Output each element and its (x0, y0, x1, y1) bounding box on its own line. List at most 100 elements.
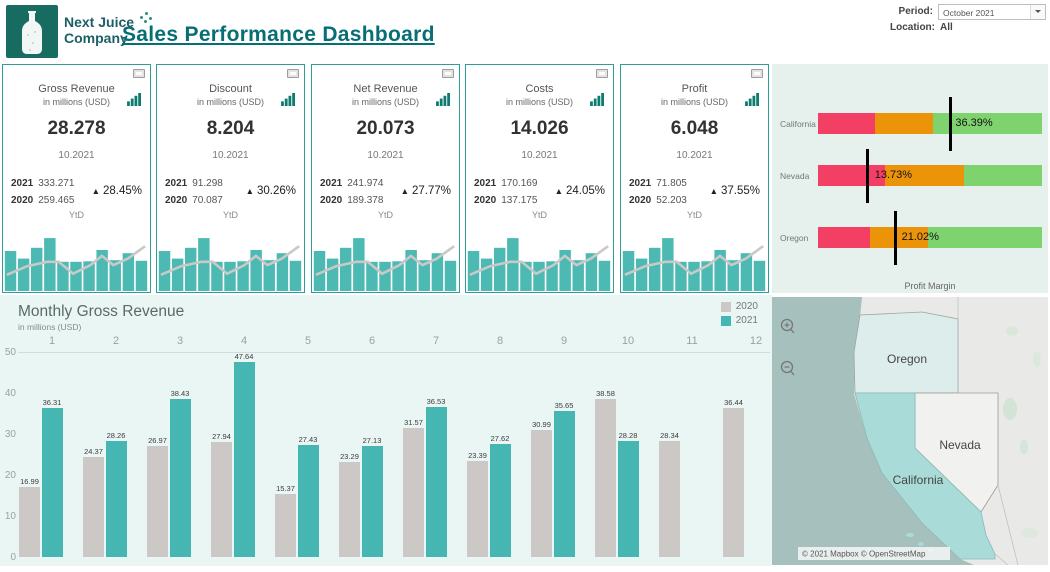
expand-icon[interactable] (751, 69, 763, 78)
kpi-value: 8.204 (206, 118, 255, 139)
map-zoom-out-button[interactable] (780, 360, 795, 376)
bullet-segment-orange[interactable] (869, 227, 928, 248)
bullet-reference-line (893, 211, 897, 265)
month-axis-label: 12 (749, 335, 763, 347)
bar-value-label: 35.65 (554, 400, 574, 410)
bullet-segment-pink[interactable] (818, 227, 870, 248)
bar-2021-month-4[interactable] (233, 361, 255, 557)
y-axis-tick-label: 50 (4, 347, 16, 358)
bar-2020-month-9[interactable] (531, 429, 552, 557)
kpi-delta: ▲ 37.55% (709, 185, 760, 197)
month-axis-label: 6 (368, 335, 376, 347)
bar-2021-month-7[interactable] (425, 407, 447, 557)
bullet-segment-green[interactable] (933, 113, 1042, 134)
profit-margin-bullet-chart: California 36.39% Nevada 13.73% Oregon 21.02%… (772, 64, 1048, 293)
expand-icon[interactable] (442, 69, 454, 78)
bullet-reference-line (948, 97, 952, 151)
bar-2020-month-4[interactable] (211, 442, 232, 557)
kpi-sparkline[interactable] (4, 237, 148, 291)
bullet-bar-california[interactable] (818, 113, 1042, 134)
legend-swatch-2021 (720, 315, 731, 326)
bullet-bar-oregon[interactable] (818, 227, 1042, 248)
kpi-ytd-rows: 2021 333.271 2020 259.465 (11, 178, 75, 206)
bar-2020-month-2[interactable] (83, 457, 104, 557)
kpi-sparkline[interactable] (158, 237, 302, 291)
month-axis-label: 10 (621, 335, 635, 347)
y-axis-tick-label: 0 (10, 552, 16, 563)
bar-2020-month-6[interactable] (339, 461, 360, 557)
expand-icon[interactable] (287, 69, 299, 78)
bullet-segment-pink[interactable] (818, 113, 876, 134)
bar-value-label: 27.43 (298, 434, 318, 444)
legend-item-2021[interactable]: 2021 (720, 315, 758, 326)
bar-2020-month-5[interactable] (275, 493, 296, 557)
bar-2020-month-12[interactable] (723, 407, 744, 557)
kpi-sparkline[interactable] (313, 237, 457, 291)
map-zoom-in-button[interactable] (780, 318, 795, 334)
kpi-value: 6.048 (670, 118, 719, 139)
bullet-segment-green[interactable] (927, 227, 1042, 248)
location-value: All (940, 22, 953, 33)
kpi-sparkline[interactable] (622, 237, 766, 291)
kpi-date: 10.2021 (521, 150, 558, 161)
kpi-ytd-rows: 2021 170.169 2020 137.175 (474, 178, 538, 206)
bar-chart-icon (436, 93, 450, 106)
bullet-bar-nevada[interactable] (818, 165, 1042, 186)
ytd-label: YtD (377, 210, 393, 220)
kpi-delta: ▲ 27.77% (400, 185, 451, 197)
legend-item-2020[interactable]: 2020 (720, 301, 758, 312)
kpi-value: 28.278 (47, 118, 106, 139)
monthly-chart-title: Monthly Gross Revenue (18, 303, 185, 320)
expand-icon[interactable] (596, 69, 608, 78)
bar-value-label: 36.53 (426, 397, 446, 407)
dropdown-arrow-icon[interactable] (1030, 5, 1045, 19)
bar-2021-month-8[interactable] (489, 443, 511, 557)
bar-value-label: 15.37 (276, 483, 295, 493)
increase-arrow-icon: ▲ (245, 186, 254, 196)
bar-value-label: 24.37 (84, 447, 103, 457)
bar-2021-month-2[interactable] (105, 441, 127, 557)
bar-2020-month-8[interactable] (467, 461, 488, 557)
bar-value-label: 26.97 (148, 436, 167, 446)
ytd-label: YtD (68, 210, 84, 220)
y-axis-tick-label: 10 (4, 511, 16, 522)
period-dropdown[interactable]: October 2021 (938, 4, 1046, 20)
bar-2021-month-5[interactable] (297, 444, 319, 557)
bar-value-label: 38.43 (170, 389, 190, 399)
map-attribution: © 2021 Mapbox © OpenStreetMap (802, 550, 926, 559)
increase-arrow-icon: ▲ (400, 186, 409, 196)
map-label-oregon: Oregon (887, 352, 927, 366)
bullet-segment-green[interactable] (963, 165, 1042, 186)
bar-2021-month-6[interactable] (361, 445, 383, 557)
map-state-california[interactable] (854, 392, 996, 560)
bar-2020-month-10[interactable] (595, 398, 616, 557)
bar-value-label: 31.57 (404, 417, 423, 427)
bar-value-label: 38.58 (596, 388, 615, 398)
bar-2020-month-11[interactable] (659, 440, 680, 557)
bar-2020-month-1[interactable] (19, 487, 40, 557)
bar-value-label: 47.64 (234, 351, 254, 361)
month-axis-label: 3 (176, 335, 184, 347)
bar-value-label: 23.29 (340, 451, 359, 461)
bullet-segment-orange[interactable] (885, 165, 964, 186)
bar-2020-month-7[interactable] (403, 427, 424, 557)
expand-icon[interactable] (133, 69, 145, 78)
kpi-ytd-rows: 2021 71.805 2020 52.203 (629, 178, 687, 206)
bar-value-label: 30.99 (532, 419, 551, 429)
kpi-sparkline[interactable] (467, 237, 611, 291)
bullet-segment-orange[interactable] (875, 113, 934, 134)
kpi-delta: ▲ 24.05% (554, 185, 605, 197)
bullet-row-label: California (780, 119, 816, 129)
bar-2021-month-3[interactable] (169, 399, 191, 557)
bar-value-label: 27.94 (212, 432, 231, 442)
bar-chart-icon (127, 93, 141, 106)
bar-2020-month-3[interactable] (147, 446, 168, 557)
bar-2021-month-1[interactable] (41, 408, 63, 557)
bullet-row-label: Nevada (780, 171, 810, 181)
bar-2021-month-9[interactable] (553, 410, 575, 557)
kpi-card-discount: Discount in millions (USD) 8.204 10.2021… (156, 64, 305, 293)
bar-value-label: 36.44 (724, 397, 743, 407)
bar-2021-month-10[interactable] (617, 441, 639, 557)
kpi-title: Net Revenue (353, 83, 418, 95)
